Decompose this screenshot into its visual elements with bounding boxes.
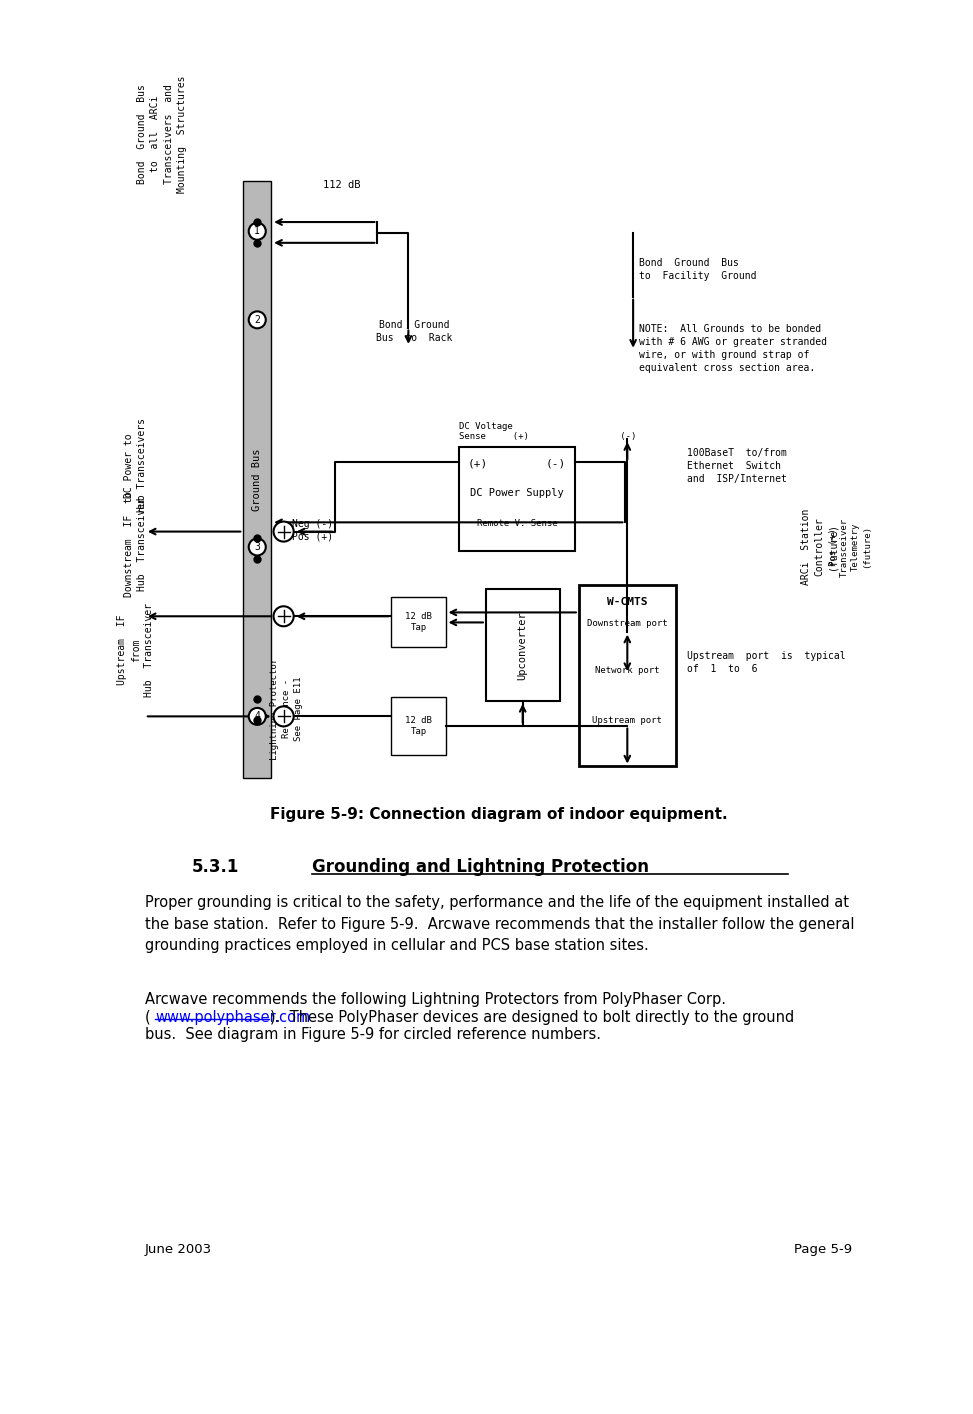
Text: Bond  Ground  Bus
to  all  ARCi
Transceivers  and
Mounting  Structures: Bond Ground Bus to all ARCi Transceivers… <box>137 75 187 192</box>
Text: Pos (+): Pos (+) <box>292 532 333 542</box>
Text: 100BaseT  to/from
Ethernet  Switch
and  ISP/Internet: 100BaseT to/from Ethernet Switch and ISP… <box>687 448 787 485</box>
Text: 2: 2 <box>254 315 260 325</box>
Text: DC Voltage
Sense     (+)                 (-): DC Voltage Sense (+) (-) <box>458 421 636 441</box>
Bar <box>243 181 271 778</box>
Text: Bond  Ground
Bus  to  Rack: Bond Ground Bus to Rack <box>377 320 452 344</box>
Text: June 2003: June 2003 <box>145 1243 212 1256</box>
Bar <box>458 447 575 551</box>
Text: Ground Bus: Ground Bus <box>252 448 263 510</box>
Text: Bond  Ground  Bus
to  Facility  Ground: Bond Ground Bus to Facility Ground <box>639 259 757 281</box>
Text: (+): (+) <box>468 458 488 469</box>
Text: Figure 5-9: Connection diagram of indoor equipment.: Figure 5-9: Connection diagram of indoor… <box>270 807 728 823</box>
Bar <box>579 585 676 766</box>
Text: Downstream port: Downstream port <box>587 619 667 628</box>
Circle shape <box>273 607 294 626</box>
Text: 112 dB: 112 dB <box>323 180 361 189</box>
Text: 4: 4 <box>254 711 260 721</box>
Bar <box>391 697 446 755</box>
Text: 1: 1 <box>254 226 260 236</box>
Text: Network port: Network port <box>595 666 660 674</box>
Text: Remote V. Sense: Remote V. Sense <box>477 519 558 529</box>
Bar <box>391 597 446 648</box>
Text: Lightning Protector
Reference -
See Page E11: Lightning Protector Reference - See Page… <box>270 658 303 759</box>
Text: Upstream port: Upstream port <box>593 715 663 725</box>
Text: Page 5-9: Page 5-9 <box>794 1243 852 1256</box>
Text: Upstream  IF
from
Hub  Transceiver: Upstream IF from Hub Transceiver <box>118 604 154 697</box>
Text: Grounding and Lightning Protection: Grounding and Lightning Protection <box>311 857 648 875</box>
Circle shape <box>249 311 266 328</box>
Text: 5.3.1: 5.3.1 <box>192 857 238 875</box>
Circle shape <box>249 539 266 556</box>
Circle shape <box>249 708 266 725</box>
Text: DC Power Supply: DC Power Supply <box>470 488 563 498</box>
Text: Proper grounding is critical to the safety, performance and the life of the equi: Proper grounding is critical to the safe… <box>145 895 854 953</box>
Text: DC Power to
Hub Transceivers: DC Power to Hub Transceivers <box>124 419 147 512</box>
Text: 12 dB
Tap: 12 dB Tap <box>405 612 432 632</box>
Circle shape <box>273 522 294 542</box>
Text: Arcwave recommends the following Lightning Protectors from PolyPhaser Corp.: Arcwave recommends the following Lightni… <box>145 993 726 1007</box>
Text: (: ( <box>145 1010 151 1025</box>
Text: bus.  See diagram in Figure 5-9 for circled reference numbers.: bus. See diagram in Figure 5-9 for circl… <box>145 1028 601 1042</box>
Text: Upconverter: Upconverter <box>518 611 527 680</box>
Text: W-CMTS: W-CMTS <box>607 598 648 608</box>
Bar <box>486 590 559 701</box>
Text: Pos (+)
Transceiver
Telemetry
(future): Pos (+) Transceiver Telemetry (future) <box>829 518 871 577</box>
Text: 3: 3 <box>254 542 260 551</box>
Text: 12 dB
Tap: 12 dB Tap <box>405 717 432 735</box>
Text: www.polyphaser.com: www.polyphaser.com <box>155 1010 310 1025</box>
Circle shape <box>273 707 294 727</box>
Text: NOTE:  All Grounds to be bonded
with # 6 AWG or greater stranded
wire, or with g: NOTE: All Grounds to be bonded with # 6 … <box>639 324 827 373</box>
Text: Upstream  port  is  typical
of  1  to  6: Upstream port is typical of 1 to 6 <box>687 650 846 674</box>
Text: ARCi  Station
Controller
(future): ARCi Station Controller (future) <box>801 509 838 585</box>
Text: (-): (-) <box>546 458 565 469</box>
Text: Downstream  IF  to
Hub  Transceiver: Downstream IF to Hub Transceiver <box>124 491 147 597</box>
Text: ).  These PolyPhaser devices are designed to bolt directly to the ground: ). These PolyPhaser devices are designed… <box>270 1010 794 1025</box>
Text: Neg (-): Neg (-) <box>292 519 333 529</box>
Circle shape <box>249 223 266 240</box>
